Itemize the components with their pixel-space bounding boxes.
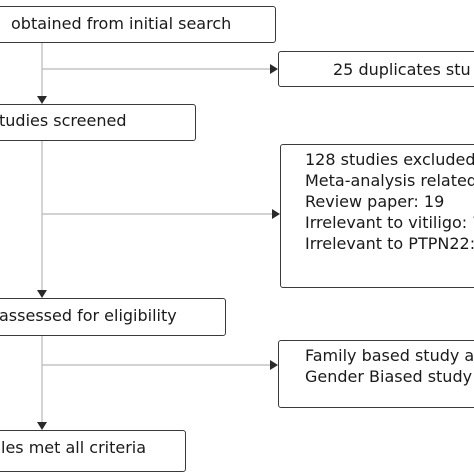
family-line: Gender Biased study (305, 367, 473, 386)
criteria-met-box: les met all criteria (0, 430, 186, 472)
excluded-line: Irrelevant to PTPN22: 2 (305, 234, 474, 253)
duplicates-text: 25 duplicates stu (333, 60, 471, 79)
studies-excluded-box: 128 studies excluded: Meta-analysis rela… (280, 144, 474, 288)
arrowhead-met (37, 422, 47, 430)
excluded-line: 128 studies excluded: (305, 150, 474, 169)
arrowhead-screened (37, 96, 47, 104)
criteria-met-text: les met all criteria (1, 438, 147, 457)
arrowhead-duplicates (270, 64, 278, 74)
arrowhead-family (270, 360, 278, 370)
records-identified-text: obtained from initial search (11, 14, 232, 33)
excluded-line: Meta-analysis related t (305, 171, 474, 190)
eligibility-box: assessed for eligibility (0, 298, 226, 336)
studies-screened-box: tudies screened (0, 104, 196, 141)
arrowhead-excluded (272, 209, 280, 219)
records-identified-box: obtained from initial search (0, 6, 276, 43)
excluded-line: Review paper: 19 (305, 192, 445, 211)
excluded-line: Irrelevant to vitiligo: 73 (305, 213, 474, 232)
family-line: Family based study a (305, 346, 474, 365)
studies-screened-text: tudies screened (0, 111, 127, 130)
arrowhead-eligibility (37, 290, 47, 298)
family-gender-box: Family based study a Gender Biased study (278, 340, 474, 408)
eligibility-text: assessed for eligibility (0, 306, 177, 325)
duplicates-box: 25 duplicates stu (278, 51, 474, 87)
